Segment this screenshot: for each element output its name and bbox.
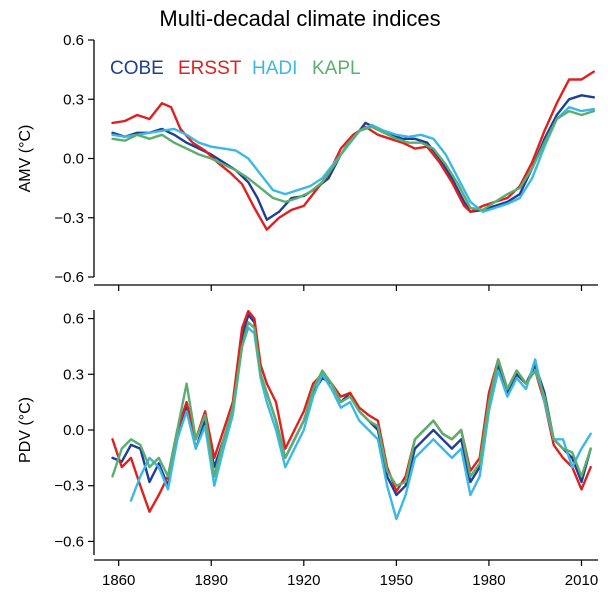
amv-series-kapl [111,109,595,212]
pdv-y-axis-label: PDV (°C) [17,397,34,463]
amv-series-cobe [111,94,595,221]
amv-panel: −0.6 −0.3 0.0 0.3 0.6 AMV (°C) [17,32,598,291]
figure-title: Multi-decadal climate indices [159,6,440,31]
legend-ersst: ERSST [178,58,242,79]
pdv-x-tick-label: 1980 [472,572,505,589]
amv-series-hadi [111,106,595,213]
pdv-y-tick-label: −0.6 [54,533,84,550]
legend-hadi: HADI [252,58,297,79]
amv-y-tick-label: −0.3 [54,210,84,227]
amv-series-ersst [111,70,595,231]
pdv-series-kapl [111,321,592,487]
legend-kapl: KAPL [312,58,361,79]
pdv-y-tick-label: 0.6 [63,311,84,328]
pdv-series-ersst [111,309,592,513]
pdv-x-tick-label: 1890 [195,572,228,589]
pdv-y-tick-label: −0.3 [54,478,84,495]
pdv-series-hadi [129,326,592,521]
amv-y-tick-label: 0.6 [63,32,84,49]
amv-y-axis-label: AMV (°C) [17,125,34,193]
pdv-x-tick-label: 1950 [380,572,413,589]
legend-cobe: COBE [110,58,164,79]
pdv-panel: −0.6 −0.3 0.0 0.3 0.6 PDV (°C) 1860 1890 1920 195… [17,309,598,589]
amv-y-tick-label: 0.0 [63,151,84,168]
pdv-x-tick-label: 2010 [565,572,598,589]
pdv-x-tick-label: 1860 [102,572,135,589]
pdv-y-tick-label: 0.3 [63,366,84,383]
pdv-x-tick-label: 1920 [287,572,320,589]
pdv-y-tick-label: 0.0 [63,422,84,439]
legend: COBE ERSST HADI KAPL [110,58,361,79]
amv-y-tick-label: −0.6 [54,269,84,286]
amv-y-tick-label: 0.3 [63,91,84,108]
